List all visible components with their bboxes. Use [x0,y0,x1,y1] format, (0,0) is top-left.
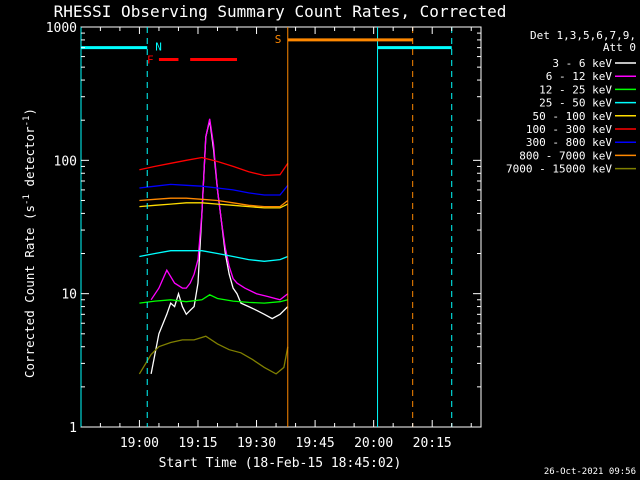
x-tick-label: 19:30 [237,436,276,451]
y-tick-label: 1000 [46,21,77,36]
legend-label-5: 100 - 300 keV [526,123,612,136]
y-tick-label: 1 [69,421,77,436]
y-axis-label-main: Corrected Count Rate (s [22,205,37,378]
x-tick-label: 19:45 [296,436,335,451]
series-line-6 [139,183,289,196]
legend-label-0: 3 - 6 keV [552,57,612,70]
series-line-5 [139,156,289,177]
series-line-0 [150,120,289,375]
orbit-annotations: N S F [80,27,453,427]
footer-timestamp: 26-Oct-2021 09:56 [544,467,636,477]
legend-header-line-1: Det 1,3,5,6,7,9, [530,29,636,42]
y-axis-label-mid: detector [22,126,37,194]
legend-label-6: 300 - 800 keV [526,136,612,149]
x-tick-label: 19:15 [178,436,217,451]
y-axis-label-sup2: -1 [22,116,32,127]
series-line-2 [139,294,288,304]
series-lines [138,118,289,375]
series-line-1 [150,118,289,301]
y-tick-label: 100 [54,154,77,169]
x-axis-label: Start Time (18-Feb-15 18:45:02) [159,456,402,471]
y-tick-label: 10 [61,288,77,303]
y-axis-label-sup1: -1 [22,194,32,205]
legend-label-3: 25 - 50 keV [539,97,612,110]
plot-axes [80,26,482,428]
chart-title: RHESSI Observing Summary Count Rates, Co… [54,2,507,21]
legend-label-4: 50 - 100 keV [533,110,613,123]
legend-label-7: 800 - 7000 keV [519,149,612,162]
saa-label: S [275,33,282,46]
legend-header-line-2: Att 0 [603,41,636,54]
y-axis-label-end: ) [22,108,37,116]
series-line-8 [138,335,289,375]
legend-label-2: 12 - 25 keV [539,83,612,96]
axis-ticks: 19:00 19:15 19:30 19:45 20:00 20:15 1 10 100 1000 [46,21,481,451]
x-tick-label: 19:00 [120,436,159,451]
plot-frame [80,26,482,428]
svg-text:Corrected Count Rate (s-1 dete: Corrected Count Rate (s-1 detector-1) [22,108,37,378]
series-line-4 [139,202,289,209]
night-label: N [155,41,162,54]
x-tick-label: 20:15 [413,436,452,451]
y-axis-label: Corrected Count Rate (s-1 detector-1) [22,108,37,378]
flare-label: F [147,54,154,67]
series-line-3 [139,250,289,262]
legend-label-8: 7000 - 15000 keV [506,163,612,176]
series-line-7 [139,197,289,208]
x-tick-label: 20:00 [354,436,393,451]
legend-label-1: 6 - 12 keV [546,70,613,83]
